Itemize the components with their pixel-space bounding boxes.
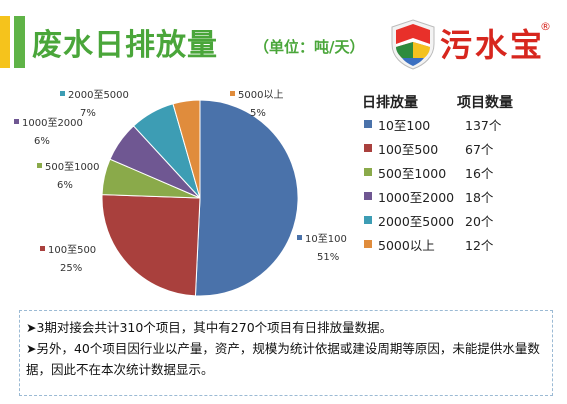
- legend-rows: 10至100 137个 100至500 67个 500至1000 16个 1000至2000…: [362, 114, 562, 258]
- legend: 日排放量 项目数量 10至100 137个 100至500 67个 500至1000 16…: [362, 92, 562, 258]
- legend-label: 1000至2000: [378, 190, 455, 205]
- pie-label-category: 100至500: [48, 244, 96, 256]
- legend-label: 100至500: [378, 142, 439, 157]
- pie-slice: [194, 99, 299, 297]
- legend-label: 500至1000: [378, 166, 447, 181]
- pie-label-category: 10至100: [305, 233, 347, 245]
- legend-swatch: [364, 144, 372, 152]
- note-item: ➤3期对接会共计310个项目，其中有270个项目有日排放量数据。: [26, 317, 548, 338]
- pie-label-percent: 51%: [317, 252, 339, 263]
- legend-item: 1000至2000 18个: [362, 186, 562, 210]
- legend-swatch: [364, 120, 372, 128]
- title-bar: 废水日排放量 （单位：吨/天） 污水宝 ®: [0, 6, 567, 70]
- logo-text: 污水宝: [440, 26, 546, 64]
- legend-header-count: 项目数量: [457, 95, 513, 111]
- legend-label: 10至100: [378, 118, 431, 133]
- legend-count: 20个: [465, 214, 494, 229]
- shield-logo-icon: [391, 19, 435, 70]
- pie-label-category: 5000以上: [238, 89, 283, 101]
- pie-slice: [101, 194, 201, 297]
- pie-label-category: 500至1000: [45, 161, 100, 173]
- legend-header-range: 日排放量: [362, 95, 418, 111]
- note-item: ➤另外，40个项目因行业以产量，资产，规模为统计依据或建设周期等原因，未能提供水…: [26, 338, 548, 380]
- pie-label-percent: 7%: [80, 108, 96, 119]
- legend-swatch: [364, 192, 372, 200]
- pie-label-swatch: [40, 246, 45, 251]
- pie-label-swatch: [37, 163, 42, 168]
- legend-count: 12个: [465, 238, 494, 253]
- legend-item: 100至500 67个: [362, 138, 562, 162]
- legend-count: 137个: [465, 118, 502, 133]
- legend-count: 67个: [465, 142, 494, 157]
- accent-bar-green: [14, 16, 25, 68]
- brand-logo: 污水宝 ®: [388, 18, 563, 70]
- pie-label-percent: 25%: [60, 263, 82, 274]
- pie-label-percent: 6%: [34, 136, 50, 147]
- pie-slices: [101, 99, 299, 297]
- pie-labels: 10至100 51% 100至500 25% 500至1000 6% 1000至2000 6%…: [14, 89, 347, 274]
- legend-label: 5000以上: [378, 238, 435, 253]
- pie-chart: 10至100 51% 100至500 25% 500至1000 6% 1000至2000 6%…: [14, 89, 347, 297]
- pie-label-category: 2000至5000: [68, 89, 129, 101]
- pie-slice: [172, 99, 201, 199]
- legend-item: 500至1000 16个: [362, 162, 562, 186]
- pie-label-swatch: [230, 91, 235, 96]
- legend-swatch: [364, 168, 372, 176]
- legend-count: 18个: [465, 190, 494, 205]
- legend-item: 5000以上 12个: [362, 234, 562, 258]
- legend-item: 2000至5000 20个: [362, 210, 562, 234]
- note-text: 另外，40个项目因行业以产量，资产，规模为统计依据或建设周期等原因，未能提供水量…: [26, 341, 540, 377]
- note-marker: ➤: [26, 320, 37, 335]
- notes-box: ➤3期对接会共计310个项目，其中有270个项目有日排放量数据。 ➤另外，40个…: [19, 310, 553, 396]
- pie-label-percent: 6%: [57, 180, 73, 191]
- accent-bar-yellow: [0, 16, 10, 68]
- pie-label-swatch: [297, 235, 302, 240]
- legend-label: 2000至5000: [378, 214, 455, 229]
- legend-header: 日排放量 项目数量: [362, 92, 562, 114]
- note-marker: ➤: [26, 341, 37, 356]
- note-text: 3期对接会共计310个项目，其中有270个项目有日排放量数据。: [36, 320, 393, 335]
- legend-swatch: [364, 216, 372, 224]
- page-title: 废水日排放量: [32, 28, 218, 63]
- pie-label-swatch: [14, 119, 19, 124]
- legend-item: 10至100 137个: [362, 114, 562, 138]
- legend-swatch: [364, 240, 372, 248]
- pie-label-percent: 5%: [250, 108, 266, 119]
- pie-label-category: 1000至2000: [22, 117, 83, 129]
- page-unit: （单位：吨/天）: [254, 38, 365, 56]
- logo-registered-mark: ®: [540, 20, 551, 33]
- pie-label-swatch: [60, 91, 65, 96]
- legend-count: 16个: [465, 166, 494, 181]
